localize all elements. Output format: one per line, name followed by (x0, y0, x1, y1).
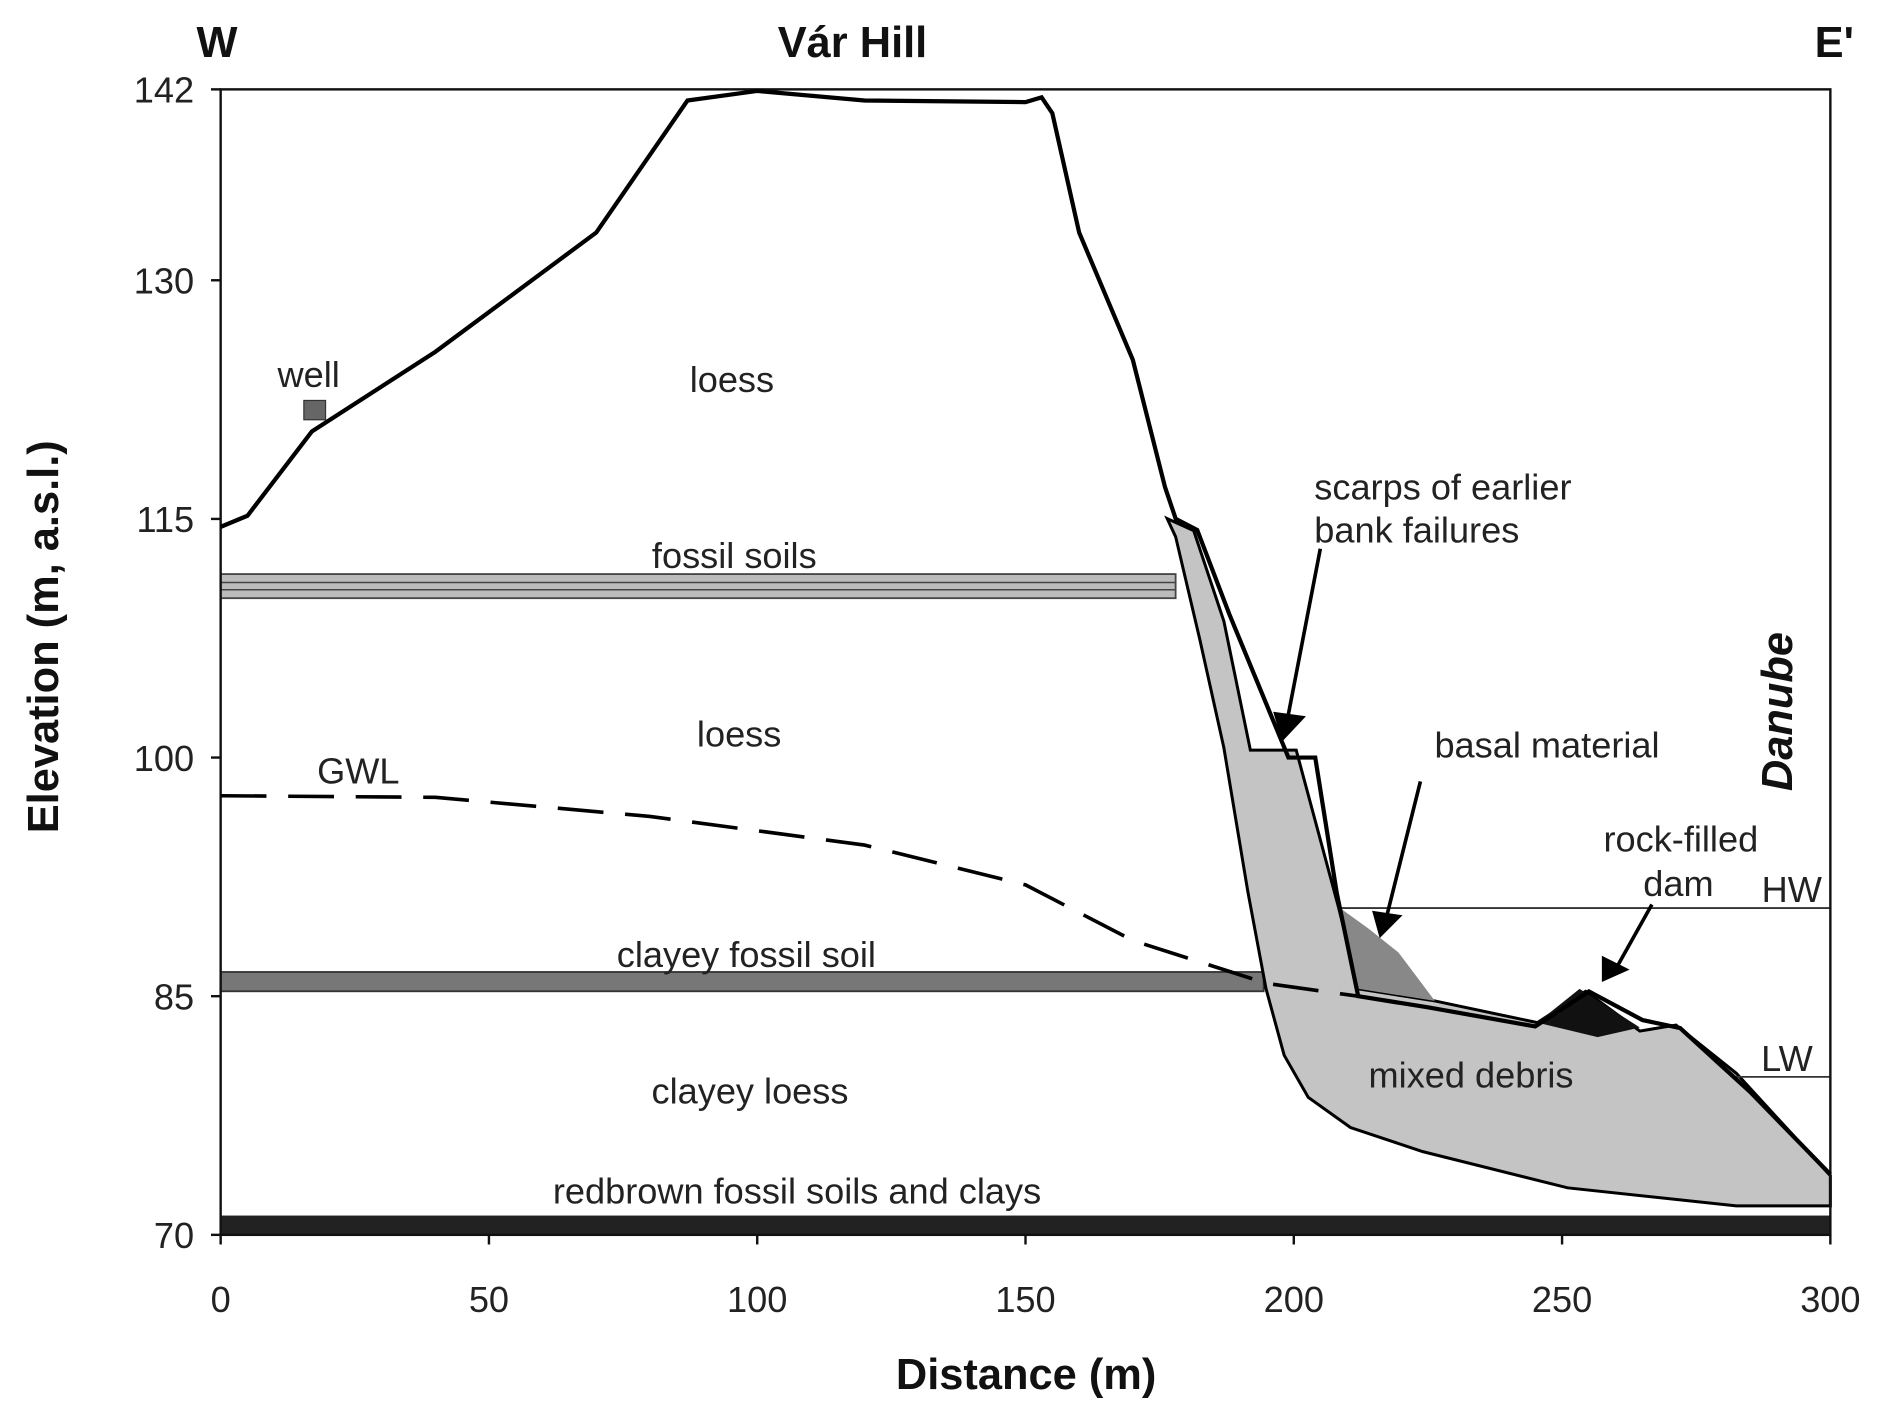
well-marker (304, 400, 326, 419)
arrow (1618, 904, 1652, 964)
y-tick-label: 100 (134, 738, 194, 779)
annotation: LW (1761, 1038, 1813, 1079)
y-axis-title: Elevation (m, a.s.l.) (20, 440, 68, 833)
arrow-head (1375, 913, 1399, 935)
annotation: clayey fossil soil (617, 934, 876, 975)
y-tick-label: 70 (154, 1215, 194, 1256)
mixed-debris (1167, 519, 1830, 1206)
annotation: bank failures (1314, 510, 1519, 551)
arrow-head (1604, 959, 1626, 979)
x-tick-label: 100 (727, 1279, 787, 1320)
x-axis-title: Distance (m) (896, 1351, 1156, 1399)
annotation: well (277, 354, 340, 395)
x-tick-label: 250 (1532, 1279, 1592, 1320)
annotation: E' (1815, 19, 1854, 67)
x-tick-label: 200 (1264, 1279, 1324, 1320)
annotation: Danube (1754, 632, 1802, 791)
x-tick-label: 0 (211, 1279, 231, 1320)
fossil-soils-band (221, 574, 1176, 598)
annotation: redbrown fossil soils and clays (553, 1170, 1041, 1211)
arrow (1387, 781, 1421, 916)
y-tick-label: 115 (136, 499, 194, 540)
annotation: loess (690, 359, 774, 400)
arrow (1288, 549, 1321, 718)
annotation: basal material (1434, 724, 1659, 765)
annotation: clayey loess (652, 1070, 849, 1111)
annotation: scarps of earlier (1314, 466, 1571, 507)
annotation: rock-filled (1603, 818, 1758, 859)
diagram: 70 85 100 115 130 142 0 50 100 150 200 250 300 GWL Vá… (0, 0, 1881, 1405)
redbrown-band (221, 1216, 1831, 1235)
y-tick-label: 142 (134, 70, 194, 111)
annotation: fossil soils (652, 535, 817, 576)
legend-label: GWL (317, 751, 399, 792)
layers (221, 400, 1831, 1234)
annotation: loess (697, 714, 781, 755)
annotation: mixed debris (1369, 1055, 1574, 1096)
y-tick-label: 130 (134, 261, 194, 302)
x-tick-label: 300 (1800, 1279, 1860, 1320)
annotation: dam (1643, 863, 1713, 904)
y-tick-label: 85 (154, 976, 194, 1017)
x-tick-label: 150 (995, 1279, 1055, 1320)
x-tick-label: 50 (469, 1279, 509, 1320)
annotation: W (197, 19, 238, 67)
title: Vár Hill (778, 19, 928, 67)
annotation: HW (1762, 869, 1822, 910)
